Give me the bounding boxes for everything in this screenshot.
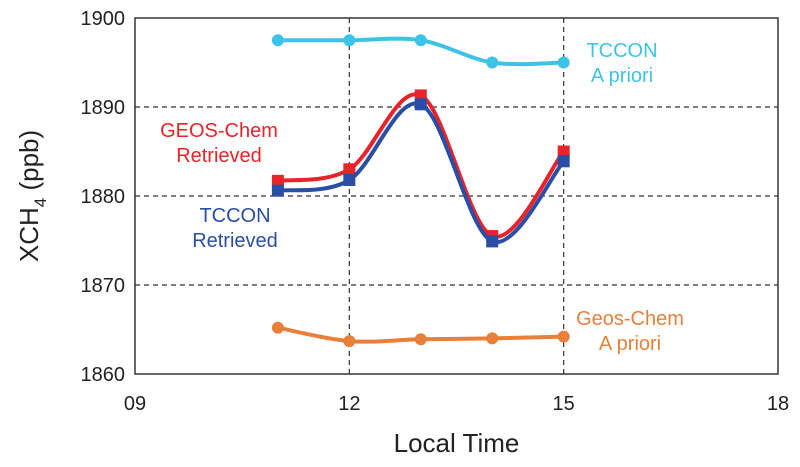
data-point	[343, 335, 356, 348]
y-tick-label: 1860	[81, 364, 126, 386]
y-tick-label: 1900	[81, 8, 126, 30]
data-point	[557, 145, 570, 158]
series-line-geos-retrieved	[277, 92, 566, 239]
data-point	[557, 330, 570, 343]
annotation-tccon-retrieved: Retrieved	[192, 230, 278, 252]
x-tick-label: 15	[553, 393, 575, 415]
x-axis-title: Local Time	[394, 428, 520, 458]
data-point	[271, 184, 284, 197]
x-tick-label: 12	[338, 393, 360, 415]
data-series	[271, 34, 570, 348]
y-axis-title-unit: (ppb)	[14, 130, 44, 198]
annotation-tccon-apriori: TCCON	[586, 40, 657, 62]
annotation-tccon-retrieved: TCCON	[199, 205, 270, 227]
annotation-geos-retrieved: GEOS-Chem	[160, 120, 278, 142]
y-axis-title-subscript: 4	[31, 198, 50, 207]
data-point	[486, 235, 499, 248]
y-tick-label: 1880	[81, 186, 126, 208]
annotation-geos-apriori: Geos-Chem	[576, 308, 684, 330]
series-geos-apriori	[271, 321, 570, 348]
data-point	[414, 34, 427, 47]
series-line-tccon-retrieved	[277, 101, 566, 245]
data-point	[271, 34, 284, 47]
data-point	[343, 173, 356, 186]
plot-frame	[134, 17, 779, 375]
data-point	[271, 321, 284, 334]
series-annotations: TCCON A priori GEOS-Chem Retrieved TCCON Retr…	[160, 40, 684, 355]
y-tick-label: 1870	[81, 275, 126, 297]
data-point	[557, 155, 570, 168]
data-point	[343, 163, 356, 176]
data-point	[486, 56, 499, 69]
x-tick-label: 18	[767, 393, 789, 415]
data-point	[486, 332, 499, 345]
annotation-geos-apriori: A priori	[599, 333, 661, 355]
series-geos-retrieved	[271, 89, 570, 243]
annotation-tccon-apriori: A priori	[591, 65, 653, 87]
data-point	[414, 98, 427, 111]
y-tick-label: 1890	[81, 97, 126, 119]
series-tccon-retrieved	[271, 98, 570, 248]
y-tick-labels: 1860 1870 1880 1890 1900	[81, 8, 126, 386]
data-point	[414, 333, 427, 346]
series-tccon-apriori	[271, 34, 570, 69]
y-axis-title-main: XCH	[14, 207, 44, 262]
y-axis-title: XCH4 (ppb)	[14, 130, 50, 262]
data-point	[271, 174, 284, 187]
data-point	[343, 34, 356, 47]
x-tick-labels: 09 12 15 18	[124, 393, 789, 415]
annotation-geos-retrieved: Retrieved	[176, 145, 262, 167]
x-tick-label: 09	[124, 393, 146, 415]
grid-lines	[135, 18, 778, 374]
data-point	[557, 56, 570, 69]
